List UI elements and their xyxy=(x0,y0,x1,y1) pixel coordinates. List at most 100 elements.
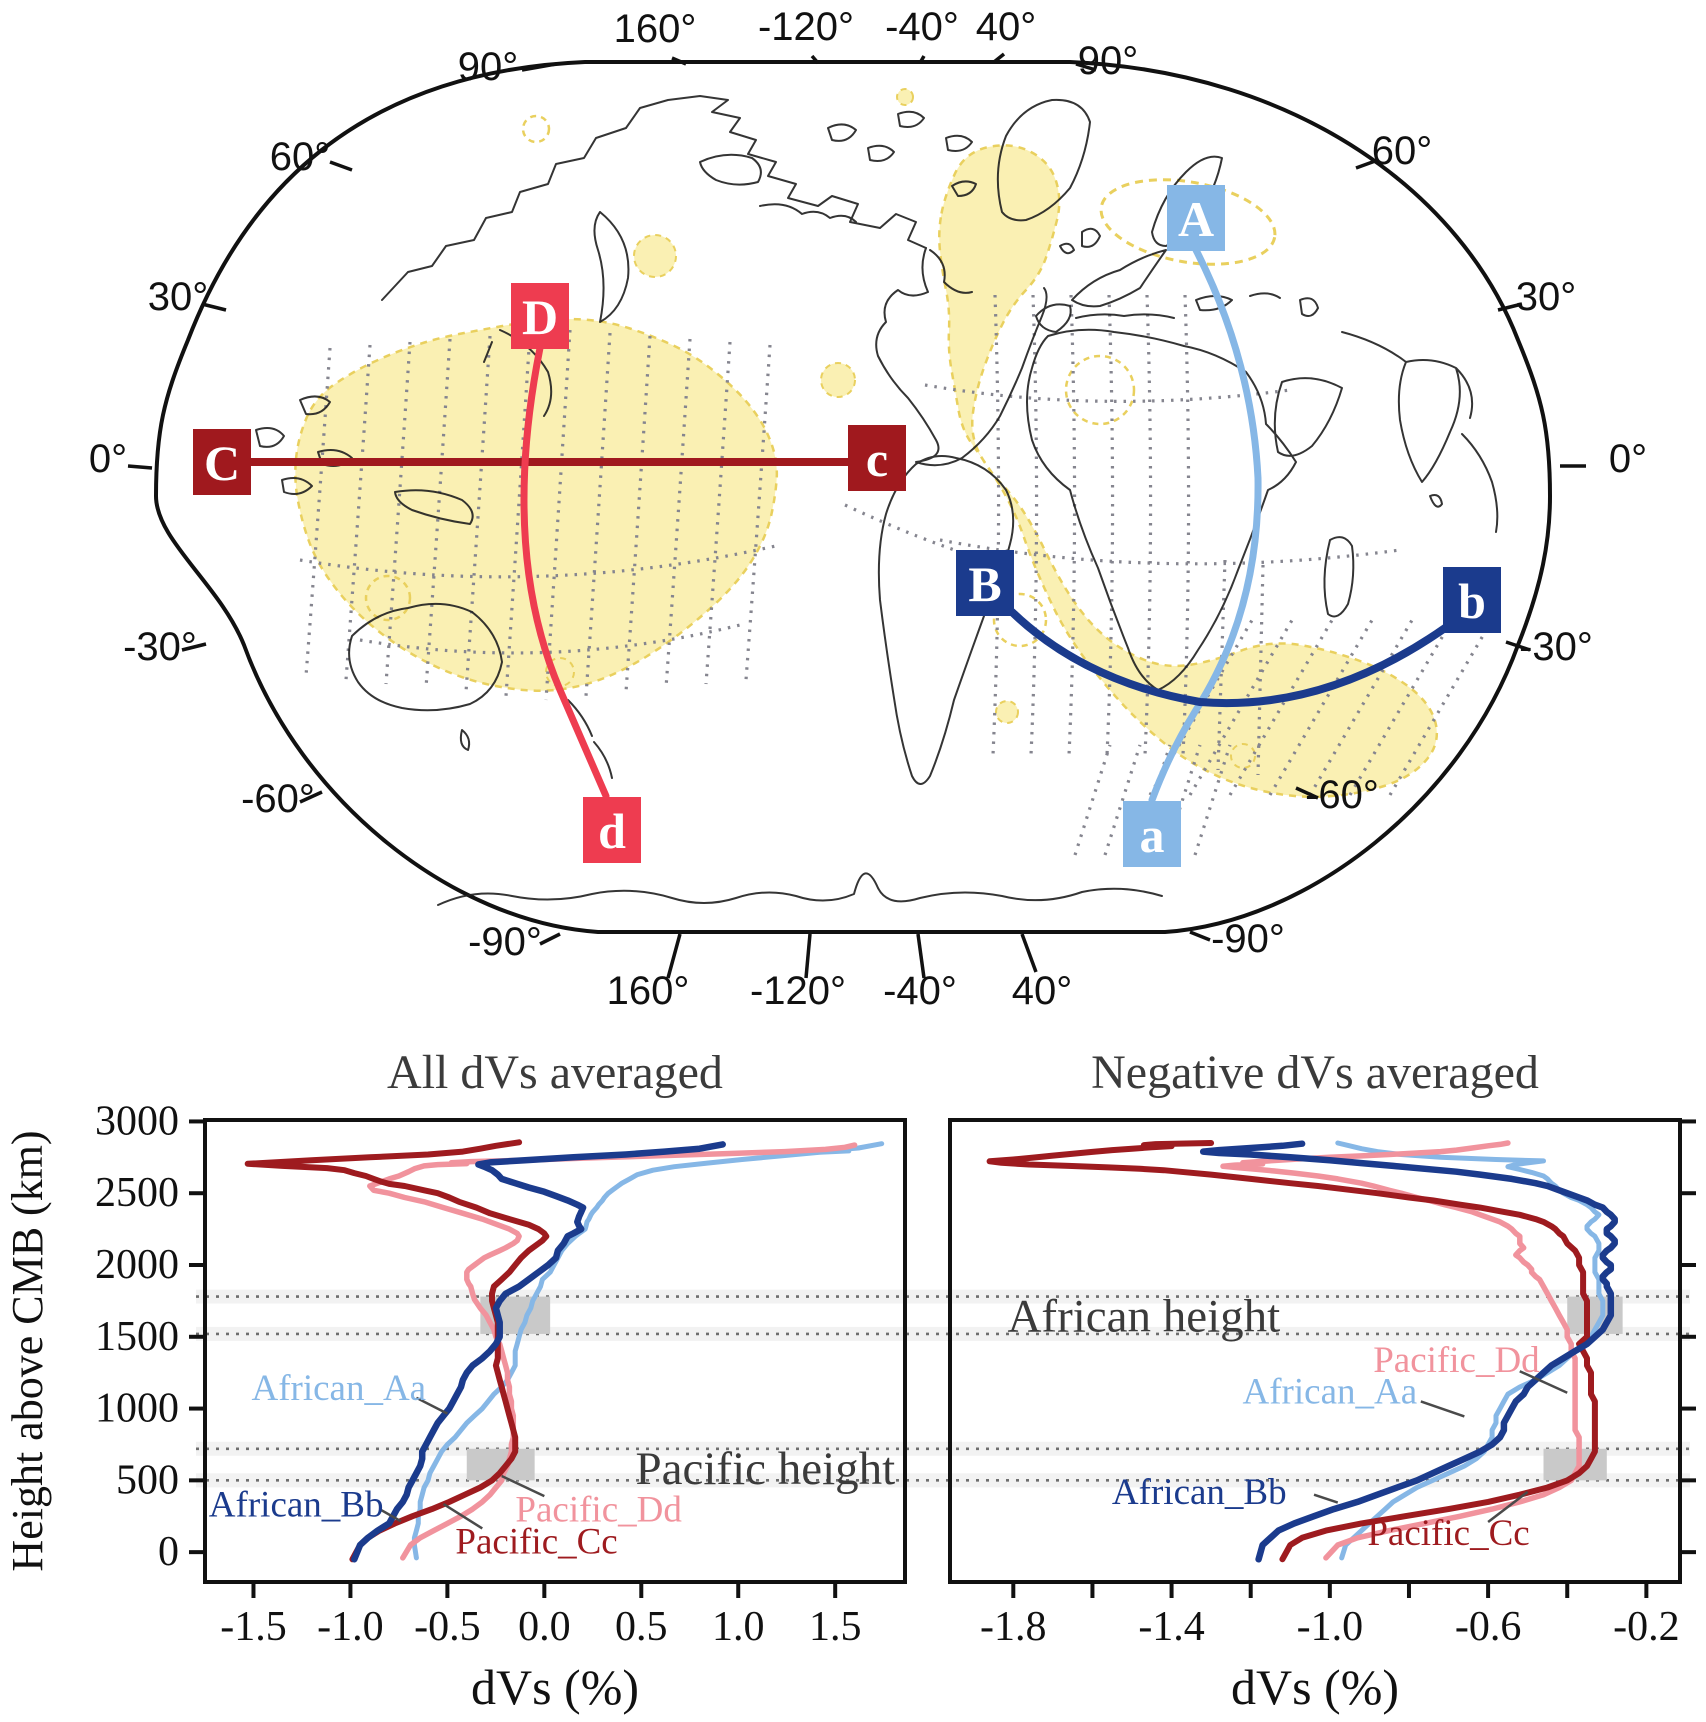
x-tick-label: -1.4 xyxy=(1138,1604,1205,1650)
lat-left-6: -90° xyxy=(468,920,542,964)
y-tick-label: 500 xyxy=(116,1457,179,1503)
zone-stripe xyxy=(196,1473,1690,1488)
lat-right-2: 30° xyxy=(1516,275,1577,319)
section-label-d: d xyxy=(583,797,641,863)
y-tick-label: 0 xyxy=(158,1529,179,1575)
section-line-Bb xyxy=(1008,608,1449,708)
chart-all-dvs: Pacific height -1.5 -1.0 -0.5 0.0 0.5 1.0 1.5 0 5… xyxy=(3,1046,907,1715)
llsvp-small-blob xyxy=(896,88,914,106)
lat-right-6: -90° xyxy=(1211,917,1285,961)
annotation-leader xyxy=(501,1474,545,1498)
series-annotation-Pacific_Cc: Pacific_Cc xyxy=(1367,1513,1529,1554)
lon-bottom-0: 160° xyxy=(607,969,690,1013)
y-tick-label: 1500 xyxy=(95,1314,179,1360)
annotation-leader xyxy=(378,1507,402,1523)
x-tick-label: -0.2 xyxy=(1613,1604,1680,1650)
llsvp-dashed-circle xyxy=(992,592,1048,648)
annotation-leader xyxy=(1313,1493,1339,1504)
lon-top-1: -120° xyxy=(758,5,854,49)
chart-negative-dvs: African height -1.8 -1.4 -1.0 -0.6 -0.2 Negati… xyxy=(948,1046,1696,1715)
llsvp-dashed-circle xyxy=(1064,354,1136,426)
svg-text:c: c xyxy=(866,431,888,487)
x-tick-label: 1.0 xyxy=(712,1604,765,1650)
series-line-African_Bb xyxy=(351,1141,726,1563)
llsvp-regions xyxy=(294,88,1439,798)
annotation-leader xyxy=(1519,1370,1568,1394)
section-label-c: c xyxy=(848,425,906,491)
plot-frame xyxy=(203,1118,907,1584)
series-annotation-Pacific_Dd: Pacific_Dd xyxy=(1373,1340,1540,1381)
zone-label-0: African height xyxy=(1007,1291,1280,1343)
svg-text:D: D xyxy=(522,289,558,345)
lat-right-3: 0° xyxy=(1609,437,1647,481)
llsvp-dashed-circle xyxy=(521,114,551,144)
lon-bottom-2: -40° xyxy=(883,969,957,1013)
lat-right-0: 90° xyxy=(1078,39,1139,83)
series-annotation-African_Bb: African_Bb xyxy=(209,1484,384,1525)
llsvp-african xyxy=(938,144,1439,798)
series-annotation-African_Aa: African_Aa xyxy=(251,1368,426,1409)
lon-bottom-1: -120° xyxy=(750,969,846,1013)
lon-bottom-3: 40° xyxy=(1012,969,1073,1013)
svg-text:a: a xyxy=(1140,807,1165,863)
series-line-Pacific_Cc xyxy=(244,1139,550,1563)
series-annotation-Pacific_Cc: Pacific_Cc xyxy=(455,1522,617,1563)
llsvp-small-blob xyxy=(995,700,1019,724)
series-line-African_Aa xyxy=(1335,1140,1606,1561)
lat-left-4: -30° xyxy=(123,625,197,669)
chart-title: All dVs averaged xyxy=(387,1046,723,1099)
x-tick-label: -1.0 xyxy=(1297,1604,1364,1650)
world-map: Aa B b C c Dd 90° 60° 30° 0° -30° -60° -90° 90° 60° 30°… xyxy=(89,5,1647,1013)
lat-right-1: 60° xyxy=(1372,129,1433,173)
x-axis-title: dVs (%) xyxy=(471,1659,639,1715)
profile-charts: Pacific height -1.5 -1.0 -0.5 0.0 0.5 1.0 1.5 0 5… xyxy=(3,1046,1696,1715)
svg-text:B: B xyxy=(968,556,1001,612)
map-axis-labels: 90°60°30°0°-30°-60°-90°90°60°30°0°-30°-6… xyxy=(89,5,1647,1013)
x-tick-label: -0.5 xyxy=(414,1604,481,1650)
section-label-b: b xyxy=(1443,567,1501,633)
section-label-B: B xyxy=(956,550,1014,616)
x-tick-label: -1.5 xyxy=(220,1604,287,1650)
svg-text:d: d xyxy=(598,803,626,859)
section-label-D: D xyxy=(511,283,569,349)
llsvp-dashed-circle xyxy=(364,574,412,622)
llsvp-pacific xyxy=(294,317,779,692)
x-tick-label: -1.0 xyxy=(317,1604,384,1650)
map-ticks xyxy=(127,52,1586,979)
x-tick-label: 0.0 xyxy=(518,1604,571,1650)
lat-left-3: 0° xyxy=(89,437,127,481)
y-axis-title: Height above CMB (km) xyxy=(3,1130,52,1571)
series-line-Pacific_Dd xyxy=(1220,1140,1582,1561)
llsvp-small-blob xyxy=(820,362,856,398)
series-annotation-African_Aa: African_Aa xyxy=(1243,1372,1418,1413)
annotation-leader xyxy=(1487,1490,1529,1523)
svg-text:A: A xyxy=(1178,191,1214,247)
series-line-African_Aa xyxy=(411,1141,885,1561)
lat-right-4: -30° xyxy=(1519,625,1593,669)
lon-top-0: 160° xyxy=(614,7,697,51)
lat-left-2: 30° xyxy=(148,275,209,319)
lon-top-3: 40° xyxy=(976,5,1037,49)
series-line-African_Bb xyxy=(1199,1140,1618,1563)
lat-left-1: 60° xyxy=(270,135,331,179)
zone-stripe xyxy=(196,1326,1690,1341)
plot-frame xyxy=(948,1118,1682,1584)
x-tick-label: 1.5 xyxy=(809,1604,862,1650)
chart-title: Negative dVs averaged xyxy=(1091,1046,1539,1099)
section-label-C: C xyxy=(193,429,251,495)
section-line-Aa xyxy=(1148,246,1262,804)
svg-text:C: C xyxy=(204,435,240,491)
section-label-a: a xyxy=(1123,801,1181,867)
lat-left-0: 90° xyxy=(458,45,519,89)
section-label-A: A xyxy=(1167,185,1225,251)
lat-right-5: -60° xyxy=(1305,773,1379,817)
annotation-leader xyxy=(442,1502,483,1530)
zone-stripe xyxy=(196,1441,1690,1456)
x-tick-label: -0.6 xyxy=(1455,1604,1522,1650)
y-tick-label: 2500 xyxy=(95,1170,179,1216)
series-annotation-African_Bb: African_Bb xyxy=(1112,1472,1287,1513)
llsvp-small-blob xyxy=(1230,743,1256,769)
section-line-Dd xyxy=(520,344,610,800)
series-annotation-Pacific_Dd: Pacific_Dd xyxy=(515,1489,682,1530)
